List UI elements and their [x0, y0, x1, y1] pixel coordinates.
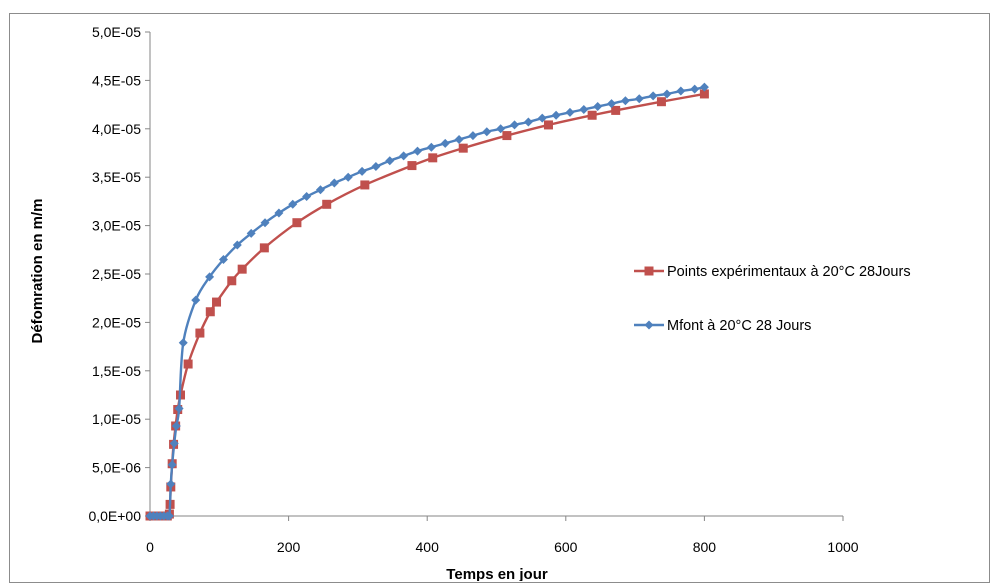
data-point — [237, 264, 247, 274]
data-point — [699, 89, 709, 99]
data-point — [565, 107, 575, 117]
data-point — [607, 99, 617, 109]
data-point — [212, 297, 222, 307]
data-point — [227, 276, 237, 286]
x-axis: 0 200 400 600 800 1000 — [146, 515, 859, 555]
data-point — [399, 151, 409, 161]
data-point — [260, 218, 270, 228]
data-point — [343, 172, 353, 182]
data-point — [360, 180, 370, 190]
data-point — [690, 84, 700, 94]
series-line — [149, 86, 705, 520]
data-point — [648, 91, 658, 101]
data-point — [412, 146, 422, 156]
legend-item: Mfont à 20°C 28 Jours — [634, 318, 811, 334]
data-point — [551, 110, 561, 120]
data-point — [191, 295, 201, 305]
x-axis-title: Temps en jour — [446, 566, 548, 581]
x-tick-label: 1000 — [827, 539, 858, 555]
data-point — [543, 120, 553, 130]
data-point — [468, 131, 478, 141]
data-point — [205, 307, 215, 317]
y-tick-label: 3,0E-05 — [92, 218, 141, 234]
data-point — [274, 208, 284, 218]
data-point — [593, 102, 603, 112]
series-model — [145, 82, 709, 521]
series-line — [149, 92, 705, 518]
data-point — [482, 127, 492, 137]
data-point — [292, 218, 302, 228]
legend-item: Points expérimentaux à 20°C 28Jours — [634, 264, 911, 280]
data-point — [502, 131, 512, 141]
data-point — [329, 178, 339, 188]
y-tick-label: 5,0E-05 — [92, 24, 141, 40]
data-point — [426, 142, 436, 152]
y-axis: 0,0E+00 5,0E-06 1,0E-05 1,5E-05 2,0E-05 2,5E-… — [88, 24, 151, 524]
x-tick-label: 0 — [146, 539, 154, 555]
data-point — [458, 143, 468, 153]
data-point — [662, 89, 672, 99]
x-tick-label: 600 — [554, 539, 578, 555]
y-tick-label: 4,5E-05 — [92, 72, 141, 88]
data-point — [167, 460, 177, 470]
data-point — [634, 94, 644, 104]
data-point — [428, 153, 438, 163]
legend-label: Points expérimentaux à 20°C 28Jours — [667, 264, 911, 280]
series-experimental — [145, 89, 709, 521]
data-point — [315, 185, 325, 195]
data-point — [579, 104, 589, 114]
y-tick-label: 1,0E-05 — [92, 411, 141, 427]
y-tick-label: 0,0E+00 — [88, 508, 141, 524]
data-point — [195, 328, 205, 338]
data-point — [169, 438, 179, 448]
y-axis-title: Défomration en m/m — [29, 198, 46, 343]
data-point — [183, 359, 193, 369]
data-point — [407, 161, 417, 171]
y-tick-label: 2,5E-05 — [92, 266, 141, 282]
data-point — [246, 228, 256, 238]
data-point — [302, 192, 312, 202]
data-point — [440, 138, 450, 148]
data-point — [620, 96, 630, 106]
data-point — [537, 113, 547, 123]
x-tick-label: 800 — [693, 539, 717, 555]
data-point — [259, 243, 269, 253]
y-tick-label: 5,0E-06 — [92, 460, 141, 476]
data-point — [510, 120, 520, 130]
data-point — [371, 162, 381, 172]
x-tick-label: 200 — [277, 539, 301, 555]
data-point — [218, 254, 228, 264]
data-point — [496, 124, 506, 134]
legend-label: Mfont à 20°C 28 Jours — [667, 318, 811, 334]
y-tick-label: 3,5E-05 — [92, 169, 141, 185]
data-point — [357, 166, 367, 176]
data-point — [699, 82, 709, 92]
data-point — [205, 272, 215, 282]
data-point — [676, 86, 686, 96]
y-tick-label: 4,0E-05 — [92, 121, 141, 137]
legend-marker — [644, 320, 654, 330]
series-layer — [145, 82, 709, 521]
legend: Points expérimentaux à 20°C 28Jours Mfont… — [634, 264, 911, 334]
data-point — [523, 117, 533, 127]
data-point — [656, 97, 666, 107]
data-point — [166, 479, 176, 489]
data-point — [232, 240, 242, 250]
y-tick-label: 2,0E-05 — [92, 314, 141, 330]
data-point — [288, 199, 298, 209]
y-tick-label: 1,5E-05 — [92, 363, 141, 379]
data-point — [171, 421, 181, 431]
x-tick-label: 400 — [416, 539, 440, 555]
data-point — [385, 156, 395, 166]
data-point — [164, 511, 174, 521]
data-point — [587, 110, 597, 120]
data-point — [611, 105, 621, 115]
legend-marker — [644, 266, 654, 276]
data-point — [178, 338, 188, 348]
data-point — [454, 134, 464, 144]
data-point — [322, 199, 332, 209]
data-point — [174, 404, 184, 414]
